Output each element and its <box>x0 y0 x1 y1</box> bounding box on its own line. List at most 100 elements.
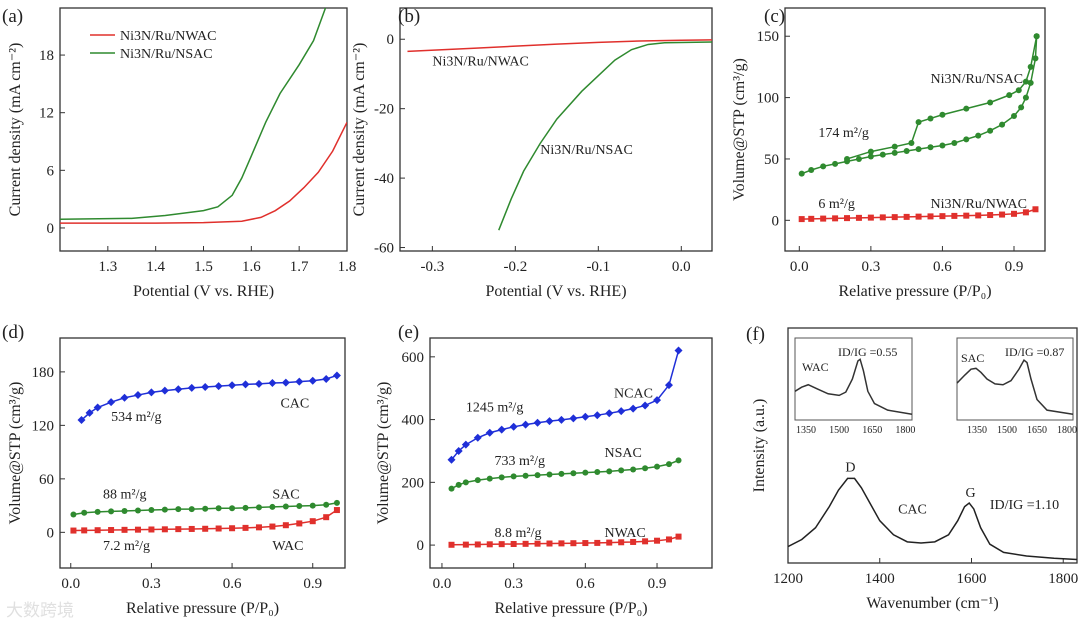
data-point <box>108 508 115 515</box>
annotation: ID/IG =1.10 <box>990 498 1059 513</box>
annotation: 1245 m²/g <box>466 401 523 416</box>
data-point <box>963 136 970 143</box>
data-point <box>557 415 566 424</box>
y-tick-label: 0 <box>417 538 425 554</box>
data-point <box>309 502 316 509</box>
x-tick-label: 0.0 <box>433 576 452 592</box>
inset-x-tick-label: 1650 <box>1027 425 1047 436</box>
annotation: Ni3N/Ru/NWAC <box>931 197 1027 212</box>
panel-label: (a) <box>2 6 23 27</box>
data-point <box>939 111 946 118</box>
x-tick-label: 0.3 <box>504 576 523 592</box>
data-point <box>121 507 128 514</box>
data-point <box>160 386 169 395</box>
data-point <box>229 525 236 532</box>
annotation: Ni3N/Ru/NSAC <box>540 143 633 158</box>
data-point <box>975 132 982 139</box>
x-tick-label: 0.6 <box>576 576 595 592</box>
data-point <box>798 216 805 223</box>
series-line-cac <box>788 477 1077 561</box>
data-point <box>85 408 94 417</box>
data-point <box>521 420 530 429</box>
data-point <box>653 396 662 405</box>
x-axis-label: Relative pressure (P/P₀) <box>126 600 279 617</box>
data-point <box>148 507 155 514</box>
series-line-ni3n-ru-nwac <box>60 121 347 224</box>
data-point <box>486 475 493 482</box>
annotation: 7.2 m²/g <box>103 539 150 554</box>
data-point <box>844 155 851 162</box>
data-point <box>975 212 982 219</box>
inset-label: SAC <box>961 351 984 365</box>
inset-x-tick-label: 1350 <box>796 425 816 436</box>
panel-label: (e) <box>398 322 419 343</box>
plot-frame <box>787 327 1078 564</box>
data-point <box>81 527 88 534</box>
panel-d: (d) 0.0 0.3 0.6 0.9 0 60 120 180 Relative pressur… <box>2 322 346 617</box>
data-point <box>1022 209 1029 216</box>
data-point <box>498 541 505 548</box>
data-point <box>148 526 155 533</box>
data-point <box>333 507 340 514</box>
data-point <box>606 539 613 546</box>
y-tick-label: 6 <box>47 163 55 179</box>
data-point <box>903 147 910 154</box>
panel-label: (d) <box>2 322 24 343</box>
x-axis-label: Potential (V vs. RHE) <box>485 283 626 300</box>
data-point <box>867 148 874 155</box>
data-point <box>844 215 851 222</box>
data-point <box>134 526 141 533</box>
data-point <box>462 541 469 548</box>
data-point <box>522 472 529 479</box>
data-point <box>546 540 553 547</box>
data-point <box>832 160 839 167</box>
data-point <box>674 346 683 355</box>
data-point <box>1027 63 1034 70</box>
data-point <box>617 407 626 416</box>
inset-sac: 1350 1500 1650 1800 SAC ID/IG =0.87 <box>956 337 1077 436</box>
data-point <box>1032 206 1039 213</box>
x-tick-label: 1200 <box>773 571 803 587</box>
data-point <box>486 541 493 548</box>
y-tick-label: 0 <box>387 32 395 48</box>
data-point <box>618 467 625 474</box>
data-point <box>93 403 102 412</box>
series-line-ni3n-ru-nsac <box>60 8 327 221</box>
x-tick-label: 1.4 <box>146 259 165 275</box>
data-point <box>855 155 862 162</box>
x-tick-label: 0.0 <box>61 576 80 592</box>
annotation: D <box>845 460 855 475</box>
data-point <box>229 505 236 512</box>
data-point <box>867 153 874 160</box>
data-point <box>963 105 970 112</box>
y-axis-label: Volume@STP (cm³/g) <box>731 58 748 201</box>
x-tick-label: -0.1 <box>586 259 610 275</box>
data-point <box>891 214 898 221</box>
data-point <box>214 382 223 391</box>
data-point <box>187 383 196 392</box>
data-point <box>582 469 589 476</box>
panel-f: (f) 1200 1400 1600 1800 Wavenumber (cm⁻¹) Inte… <box>746 324 1078 612</box>
data-point <box>147 388 156 397</box>
data-point <box>1010 113 1017 119</box>
data-point <box>879 214 886 221</box>
data-point <box>1018 104 1025 111</box>
annotation: Ni3N/Ru/NWAC <box>432 54 528 69</box>
data-point <box>454 446 463 455</box>
data-point <box>323 501 330 508</box>
data-point <box>951 140 958 146</box>
data-point <box>175 526 182 533</box>
data-point <box>1022 78 1029 85</box>
annotation: CAC <box>898 503 927 518</box>
data-point <box>134 507 141 514</box>
annotation: 733 m²/g <box>495 454 545 469</box>
data-point <box>81 509 88 516</box>
data-point <box>665 536 672 543</box>
data-point <box>332 371 341 380</box>
data-point <box>915 119 922 126</box>
data-point <box>594 539 601 546</box>
annotation: NSAC <box>604 446 641 461</box>
data-point <box>820 163 827 170</box>
y-tick-label: -40 <box>374 171 394 187</box>
x-tick-label: 0.3 <box>142 576 161 592</box>
